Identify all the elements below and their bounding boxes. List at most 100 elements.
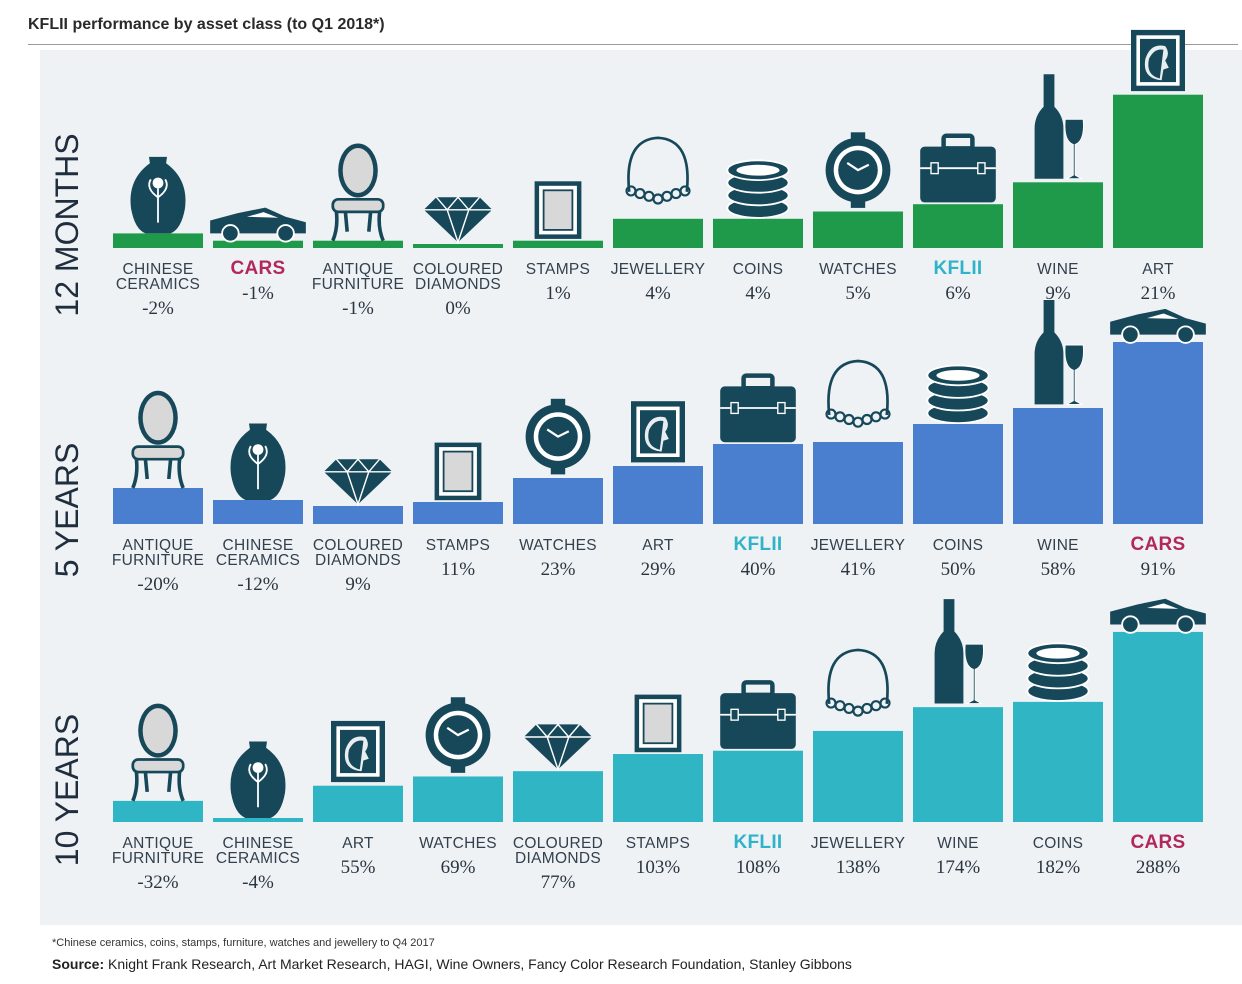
category-label: COLOURED [313, 537, 403, 554]
category-label: WINE [1037, 537, 1079, 554]
vase-icon [230, 741, 286, 818]
value-label: 0% [445, 298, 471, 319]
value-label: -32% [137, 872, 178, 893]
category-label: COINS [1033, 835, 1084, 852]
bar [313, 240, 403, 248]
bar [813, 730, 903, 822]
bar [313, 785, 403, 822]
diamond-icon [423, 196, 493, 245]
value-label: 23% [541, 559, 576, 580]
bar [713, 750, 803, 822]
source-text: Knight Frank Research, Art Market Resear… [108, 956, 852, 972]
watch-icon [825, 132, 891, 208]
category-label: CERAMICS [116, 276, 200, 293]
value-label: 288% [1136, 857, 1181, 878]
value-label: 5% [845, 283, 871, 304]
bar [813, 442, 903, 524]
category-label: KFLII [734, 534, 783, 555]
category-label: ART [642, 537, 674, 554]
bar [1113, 94, 1203, 248]
category-label: WATCHES [519, 537, 597, 554]
category-label: WATCHES [419, 835, 497, 852]
category-label: JEWELLERY [811, 537, 906, 554]
value-label: 91% [1141, 559, 1176, 580]
category-label: WATCHES [819, 261, 897, 278]
value-label: 182% [1036, 857, 1081, 878]
category-label: STAMPS [626, 835, 690, 852]
value-label: -2% [142, 298, 174, 319]
wine-icon [1034, 74, 1084, 180]
stamp-icon [634, 694, 682, 753]
chair-icon [331, 143, 385, 242]
value-label: -4% [242, 872, 274, 893]
category-label: ANTIQUE [123, 835, 194, 852]
bar [213, 818, 303, 822]
chair-icon [131, 390, 185, 489]
vase-icon [230, 423, 286, 500]
category-label: CERAMICS [216, 552, 300, 569]
car-icon [1110, 598, 1206, 634]
car-icon [210, 207, 306, 243]
value-label: 41% [841, 559, 876, 580]
category-label: CARS [1130, 832, 1185, 853]
chair-icon [131, 703, 185, 802]
value-label: 108% [736, 857, 781, 878]
coins-icon [1026, 642, 1090, 702]
coins-icon [926, 364, 990, 425]
category-label: DIAMONDS [515, 850, 601, 867]
bar [913, 707, 1003, 822]
value-label: -12% [237, 574, 278, 595]
infographic-chart: 12 MONTHS CHINESE CERAMICS -2% CARS -1% ANTIQU… [49, 29, 1206, 893]
title-rule [28, 44, 1238, 45]
category-label: CARS [1130, 534, 1185, 555]
category-label: JEWELLERY [811, 835, 906, 852]
bar [613, 466, 703, 524]
value-label: 77% [541, 872, 576, 893]
value-label: 4% [745, 283, 771, 304]
wine-icon [934, 599, 984, 705]
source-line: Source: Knight Frank Research, Art Marke… [52, 956, 852, 972]
value-label: 11% [441, 559, 475, 580]
bar [1013, 408, 1103, 524]
wine-icon [1034, 300, 1084, 405]
bar [213, 500, 303, 524]
watch-icon [525, 398, 591, 475]
briefcase-icon [720, 373, 796, 443]
category-label: FURNITURE [312, 276, 404, 293]
value-label: 103% [636, 857, 681, 878]
portrait-icon [331, 720, 385, 783]
period-label: 12 MONTHS [49, 133, 85, 316]
watch-icon [425, 697, 491, 773]
category-label: DIAMONDS [315, 552, 401, 569]
value-label: 40% [741, 559, 776, 580]
category-label: STAMPS [526, 261, 590, 278]
category-label: ANTIQUE [323, 261, 394, 278]
bar [413, 244, 503, 248]
category-label: CHINESE [222, 835, 293, 852]
bar [813, 211, 903, 248]
bar [113, 233, 203, 248]
bar [513, 240, 603, 248]
category-label: CARS [230, 258, 285, 279]
category-label: KFLII [934, 258, 983, 279]
portrait-icon [1131, 29, 1185, 92]
value-label: -20% [137, 574, 178, 595]
diamond-icon [323, 458, 393, 507]
bar [113, 800, 203, 822]
value-label: -1% [242, 283, 274, 304]
stamp-icon [534, 181, 582, 239]
value-label: 29% [641, 559, 676, 580]
period-label: 10 YEARS [49, 714, 85, 866]
period-label: 5 YEARS [49, 443, 85, 578]
category-label: COLOURED [413, 261, 503, 278]
value-label: -1% [342, 298, 374, 319]
category-label: KFLII [734, 832, 783, 853]
value-label: 55% [341, 857, 376, 878]
portrait-icon [631, 401, 685, 463]
category-label: ANTIQUE [123, 537, 194, 554]
bar [413, 776, 503, 822]
bar [513, 478, 603, 524]
coins-icon [726, 159, 790, 219]
